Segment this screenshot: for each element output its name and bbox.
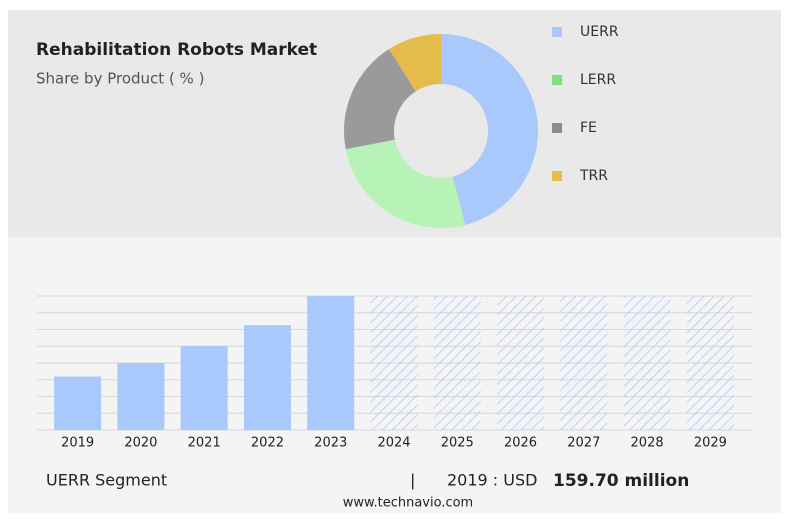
x-tick-label: 2024 — [377, 436, 410, 451]
legend-swatch — [552, 27, 562, 37]
value-label: 159.70 million — [553, 471, 689, 491]
x-tick-label: 2029 — [694, 436, 727, 451]
bar — [180, 345, 228, 430]
forecast-placeholder — [370, 296, 418, 430]
forecast-placeholder — [623, 296, 671, 430]
forecast-placeholder — [433, 296, 481, 430]
legend-swatch — [552, 171, 562, 181]
donut-slice — [345, 139, 466, 228]
chart-subtitle: Share by Product ( % ) — [36, 70, 204, 88]
source: www.technavio.com — [343, 496, 473, 511]
donut-slice — [389, 34, 441, 92]
x-tick-label: 2022 — [251, 436, 284, 451]
separator: | — [410, 471, 415, 490]
chart-title: Rehabilitation Robots Market — [36, 40, 317, 60]
x-tick-label: 2026 — [504, 436, 537, 451]
x-tick-label: 2023 — [314, 436, 347, 451]
x-tick-label: 2019 — [61, 436, 94, 451]
donut-slice — [344, 49, 416, 150]
bar — [117, 363, 165, 430]
legend-label: UERR — [580, 24, 619, 40]
year-label: 2019 : USD — [447, 471, 537, 490]
legend-label: FE — [580, 120, 597, 136]
segment-label: UERR Segment — [46, 471, 167, 490]
legend-label: LERR — [580, 72, 616, 88]
legend-label: TRR — [579, 168, 608, 184]
bar — [54, 376, 102, 430]
x-tick-label: 2020 — [124, 436, 157, 451]
forecast-placeholder — [497, 296, 545, 430]
legend-swatch — [552, 123, 562, 133]
legend-swatch — [552, 75, 562, 85]
x-tick-label: 2028 — [631, 436, 664, 451]
forecast-placeholder — [686, 296, 734, 430]
donut-slice — [441, 34, 538, 225]
x-tick-label: 2027 — [567, 436, 600, 451]
x-tick-label: 2025 — [441, 436, 474, 451]
bar — [307, 296, 355, 430]
bar — [243, 325, 291, 430]
forecast-placeholder — [560, 296, 608, 430]
x-tick-label: 2021 — [188, 436, 221, 451]
